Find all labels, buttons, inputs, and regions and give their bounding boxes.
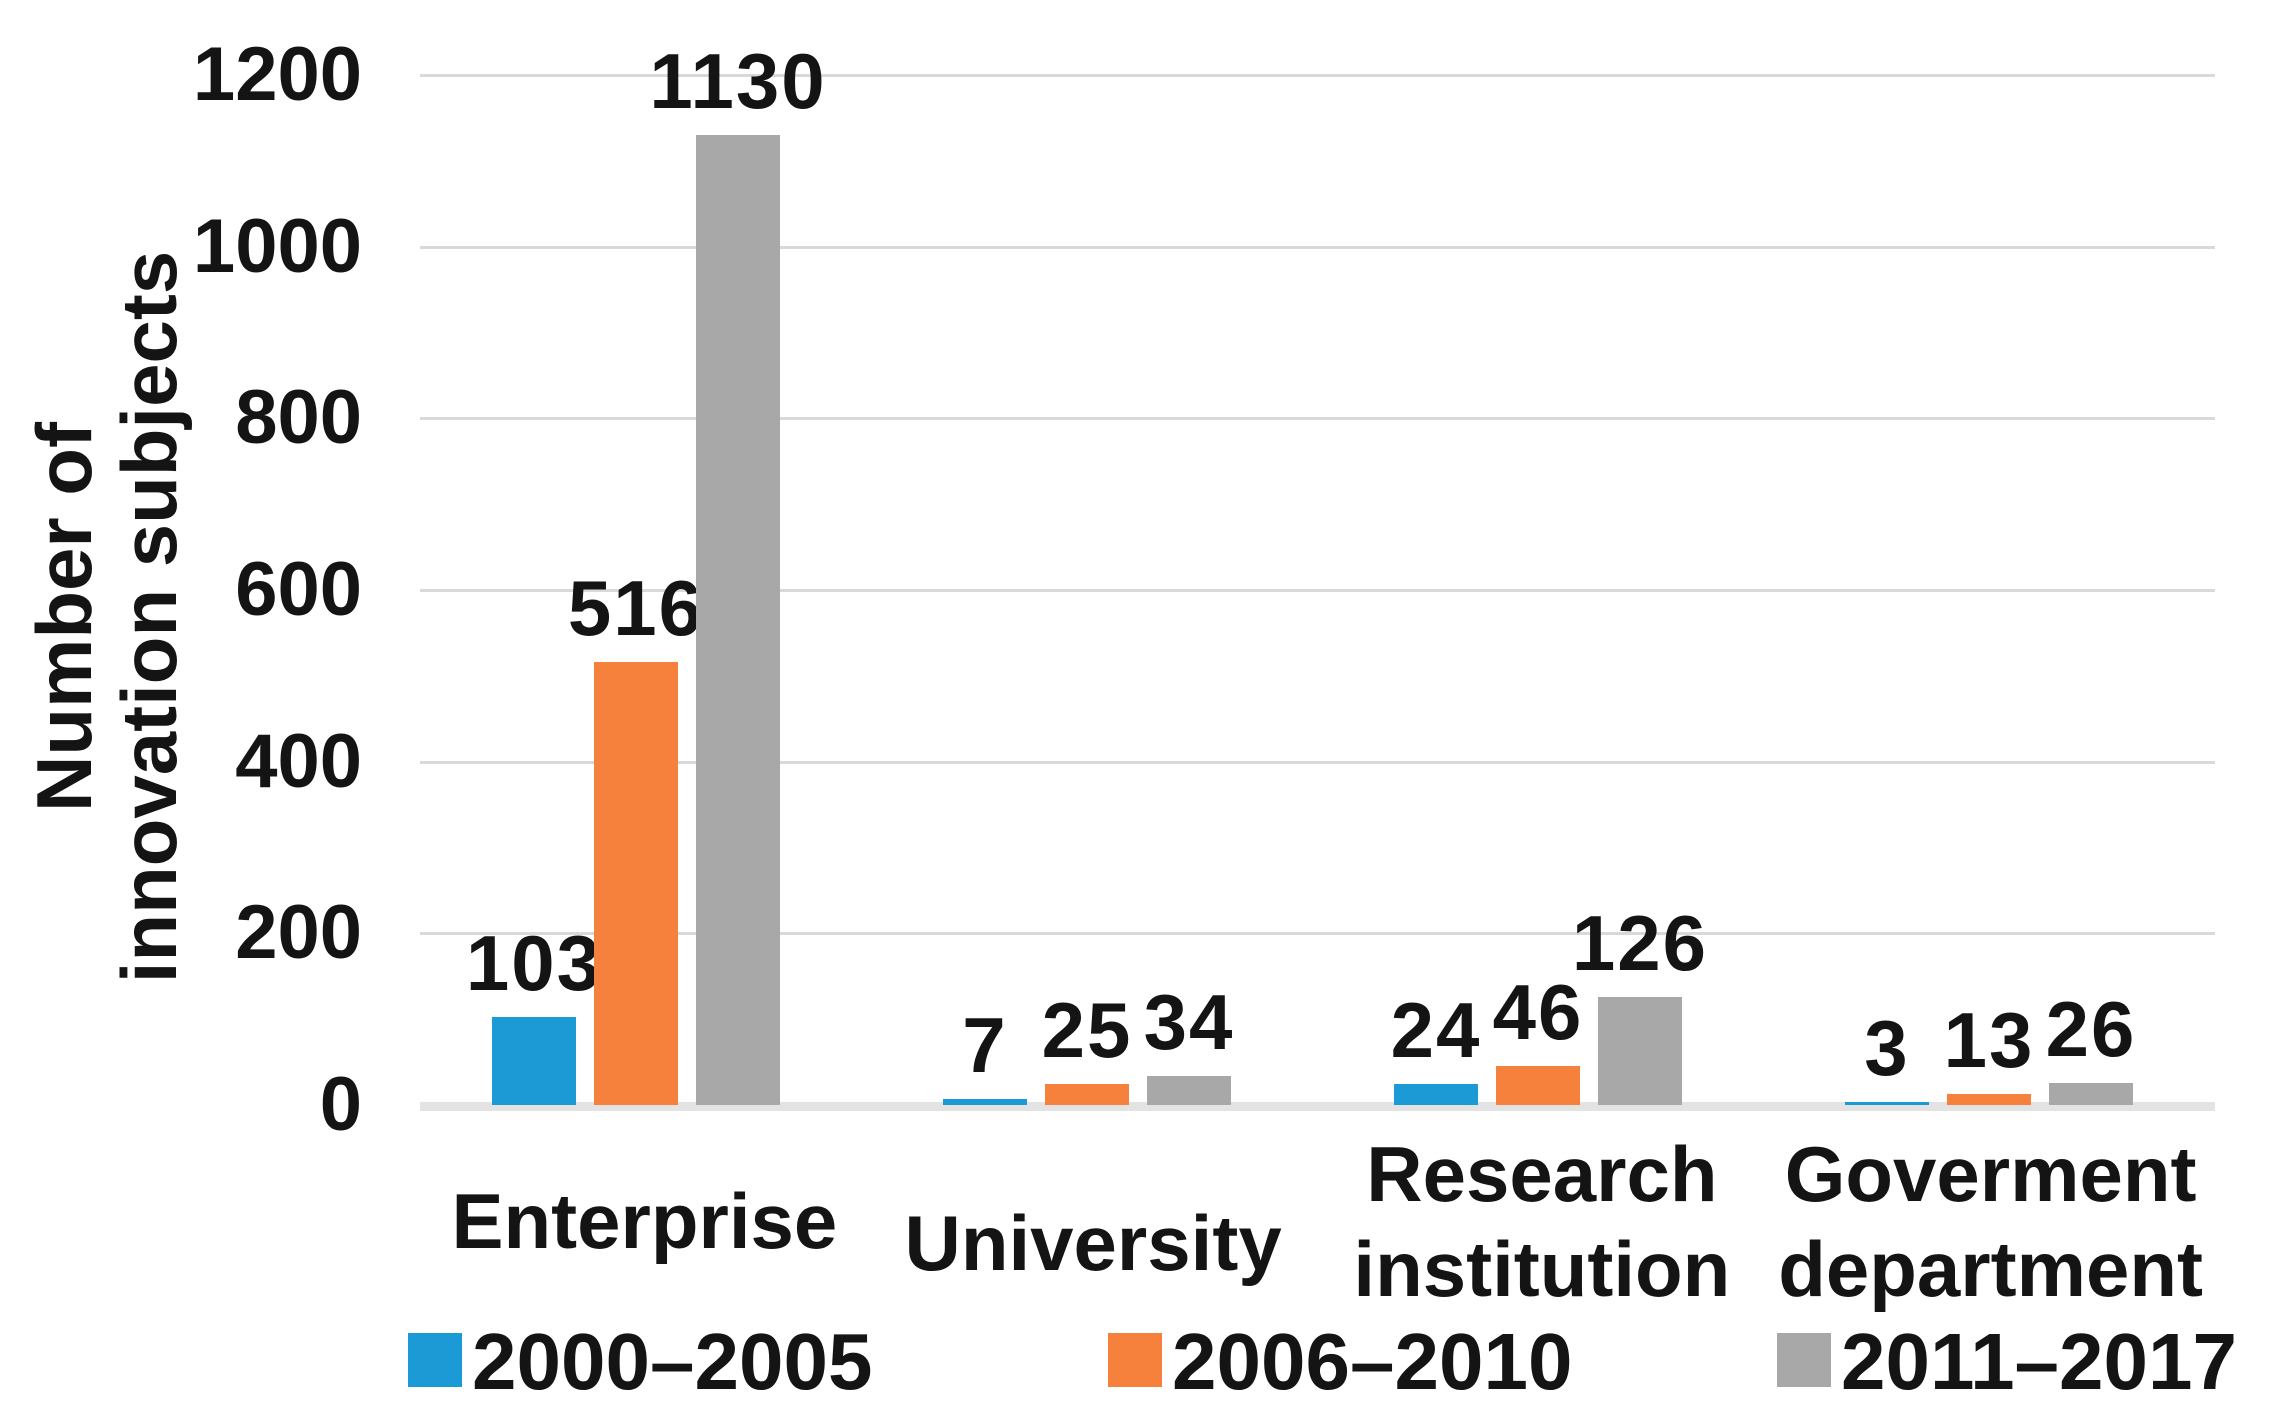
bar-2006–2010-Goverment-department (1947, 1094, 2031, 1105)
y-tick-label-1200: 1200 (192, 32, 362, 117)
category-label-enterprise: Enterprise (244, 1174, 1044, 1269)
value-label: 34 (1143, 978, 1235, 1066)
category-label-line: Goverment (1784, 1130, 2197, 1218)
gridline-y-800 (420, 417, 2215, 420)
bar-2006–2010-Enterprise (594, 662, 678, 1105)
value-label: 126 (1571, 899, 1709, 987)
y-tick-label-0: 0 (319, 1062, 362, 1147)
value-label: 26 (2045, 985, 2137, 1073)
bar-2011–2017-Research-institution (1598, 997, 1682, 1105)
bar-2011–2017-Enterprise (696, 135, 780, 1105)
y-tick-label-400: 400 (235, 719, 362, 804)
category-label-line: University (904, 1199, 1282, 1287)
value-label: 25 (1041, 986, 1133, 1074)
legend-label-2000–2005: 2000–2005 (472, 1317, 873, 1406)
gridline-y-400 (420, 761, 2215, 764)
gridline-y-1200 (420, 74, 2215, 77)
bar-2011–2017-University (1147, 1076, 1231, 1105)
value-label: 103 (465, 919, 603, 1007)
category-label-line: Enterprise (451, 1177, 838, 1265)
bar-2011–2017-Goverment-department (2049, 1083, 2133, 1105)
value-label: 3 (1864, 1004, 1910, 1092)
category-label-line: department (1778, 1225, 2203, 1313)
category-label-line: institution (1353, 1225, 1731, 1313)
gridline-y-1000 (420, 246, 2215, 249)
value-label: 24 (1390, 986, 1482, 1074)
category-label-university: University (693, 1196, 1493, 1291)
legend-label-2011–2017: 2011–2017 (1841, 1317, 2238, 1406)
gridline-y-600 (420, 589, 2215, 592)
bar-2000–2005-Enterprise (492, 1017, 576, 1105)
category-label-research-institution: Research institution (1142, 1127, 1942, 1317)
bar-2000–2005-Goverment-department (1845, 1102, 1929, 1105)
value-label: 13 (1943, 996, 2035, 1084)
category-label-goverment-department: Goverment department (1591, 1127, 2285, 1317)
y-tick-label-600: 600 (235, 547, 362, 632)
value-label: 1130 (649, 37, 827, 125)
legend-swatch-2006–2010 (1108, 1333, 1162, 1387)
legend-swatch-2011–2017 (1777, 1333, 1831, 1387)
value-label: 7 (962, 1001, 1008, 1089)
bar-2000–2005-Research-institution (1394, 1084, 1478, 1105)
y-tick-label-800: 800 (235, 375, 362, 460)
x-axis-line (420, 1102, 2215, 1111)
y-tick-label-200: 200 (235, 890, 362, 975)
legend-label-2006–2010: 2006–2010 (1172, 1317, 1573, 1406)
legend-swatch-2000–2005 (408, 1333, 462, 1387)
bar-2000–2005-University (943, 1099, 1027, 1105)
value-label: 46 (1492, 968, 1584, 1056)
gridline-y-200 (420, 932, 2215, 935)
y-tick-label-1000: 1000 (192, 204, 362, 289)
value-label: 516 (567, 564, 705, 652)
category-label-line: Research (1366, 1130, 1718, 1218)
bar-2006–2010-University (1045, 1084, 1129, 1105)
bar-2006–2010-Research-institution (1496, 1066, 1580, 1105)
